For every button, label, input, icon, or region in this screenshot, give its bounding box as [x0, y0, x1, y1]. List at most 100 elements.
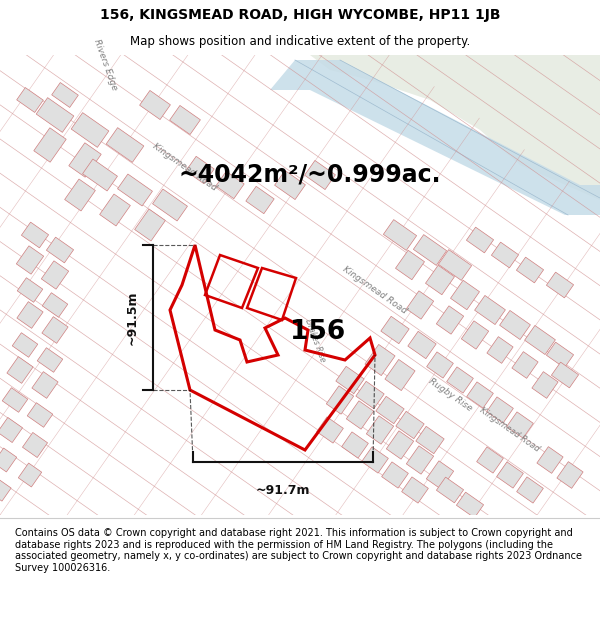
Polygon shape [52, 82, 79, 107]
Polygon shape [310, 55, 600, 200]
Polygon shape [37, 348, 63, 372]
Polygon shape [537, 447, 563, 473]
Polygon shape [46, 237, 74, 263]
Text: Kingsmead Road: Kingsmead Road [478, 406, 542, 454]
Polygon shape [69, 142, 101, 177]
Polygon shape [427, 461, 454, 489]
Polygon shape [365, 344, 395, 376]
Text: 156, KINGSMEAD ROAD, HIGH WYCOMBE, HP11 1JB: 156, KINGSMEAD ROAD, HIGH WYCOMBE, HP11 … [100, 8, 500, 22]
Polygon shape [336, 366, 364, 394]
Polygon shape [461, 321, 488, 349]
Polygon shape [466, 227, 494, 253]
Polygon shape [170, 106, 200, 134]
Polygon shape [512, 352, 538, 378]
Polygon shape [305, 161, 335, 189]
Polygon shape [500, 311, 530, 339]
Polygon shape [439, 249, 472, 281]
Text: Kingsmead Road: Kingsmead Road [151, 141, 219, 192]
Text: Rivers Edge: Rivers Edge [92, 38, 118, 92]
Polygon shape [186, 156, 214, 184]
Polygon shape [427, 352, 454, 378]
Polygon shape [406, 446, 434, 474]
Polygon shape [326, 386, 353, 414]
Polygon shape [487, 337, 513, 363]
Polygon shape [396, 411, 424, 439]
Polygon shape [467, 382, 493, 408]
Text: Rugby Rise: Rugby Rise [427, 377, 473, 413]
Polygon shape [487, 397, 514, 423]
Polygon shape [385, 359, 415, 391]
Polygon shape [524, 326, 556, 354]
Polygon shape [36, 98, 74, 132]
Text: 156: 156 [290, 319, 346, 345]
Polygon shape [71, 112, 109, 148]
Polygon shape [436, 477, 464, 503]
Polygon shape [22, 222, 49, 248]
Polygon shape [517, 477, 544, 503]
Polygon shape [376, 396, 404, 424]
Polygon shape [517, 257, 544, 283]
Polygon shape [356, 381, 384, 409]
Polygon shape [506, 412, 533, 438]
Polygon shape [416, 426, 444, 454]
Text: ~91.5m: ~91.5m [125, 290, 139, 345]
Polygon shape [7, 357, 33, 383]
Polygon shape [386, 431, 413, 459]
Polygon shape [32, 372, 58, 398]
Polygon shape [34, 127, 66, 162]
Polygon shape [275, 171, 305, 199]
Polygon shape [425, 265, 455, 295]
Polygon shape [491, 242, 518, 268]
Polygon shape [413, 234, 446, 266]
Polygon shape [17, 88, 43, 112]
Polygon shape [246, 186, 274, 214]
Polygon shape [451, 280, 479, 310]
Text: ~91.7m: ~91.7m [256, 484, 310, 496]
Polygon shape [341, 432, 368, 458]
Text: Map shows position and indicative extent of the property.: Map shows position and indicative extent… [130, 35, 470, 48]
Polygon shape [406, 291, 434, 319]
Polygon shape [382, 462, 409, 488]
Polygon shape [367, 416, 394, 444]
Polygon shape [395, 250, 425, 280]
Polygon shape [401, 477, 428, 503]
Polygon shape [436, 306, 464, 334]
Polygon shape [42, 292, 68, 318]
Polygon shape [557, 462, 583, 488]
Text: Drakes Rise: Drakes Rise [303, 318, 327, 362]
Polygon shape [134, 209, 166, 241]
Polygon shape [106, 127, 144, 162]
Polygon shape [18, 463, 42, 487]
Polygon shape [118, 174, 152, 206]
Polygon shape [16, 246, 44, 274]
Text: Contains OS data © Crown copyright and database right 2021. This information is : Contains OS data © Crown copyright and d… [15, 528, 582, 573]
Polygon shape [457, 492, 484, 518]
Polygon shape [383, 219, 416, 251]
Polygon shape [140, 91, 170, 119]
Polygon shape [216, 171, 244, 199]
Polygon shape [41, 261, 68, 289]
Text: ~4042m²/~0.999ac.: ~4042m²/~0.999ac. [179, 163, 441, 187]
Polygon shape [152, 189, 187, 221]
Polygon shape [270, 60, 600, 215]
Polygon shape [446, 367, 473, 393]
Polygon shape [2, 388, 28, 412]
Polygon shape [497, 462, 523, 488]
Polygon shape [17, 302, 43, 328]
Polygon shape [27, 402, 53, 428]
Polygon shape [547, 342, 574, 368]
Polygon shape [408, 331, 436, 359]
Polygon shape [532, 372, 558, 398]
Polygon shape [547, 272, 574, 298]
Polygon shape [65, 179, 95, 211]
Polygon shape [42, 317, 68, 343]
Polygon shape [100, 194, 130, 226]
Polygon shape [551, 362, 578, 388]
Polygon shape [0, 448, 17, 472]
Polygon shape [83, 159, 118, 191]
Polygon shape [0, 418, 23, 442]
Polygon shape [0, 479, 11, 501]
Polygon shape [22, 432, 47, 457]
Polygon shape [346, 401, 374, 429]
Polygon shape [475, 296, 505, 324]
